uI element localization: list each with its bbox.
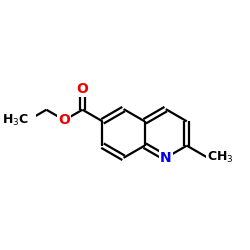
Text: O: O bbox=[76, 82, 88, 96]
Text: O: O bbox=[58, 113, 70, 127]
Text: N: N bbox=[160, 151, 172, 165]
Text: CH$_3$: CH$_3$ bbox=[207, 150, 234, 165]
Text: H$_3$C: H$_3$C bbox=[2, 112, 28, 128]
